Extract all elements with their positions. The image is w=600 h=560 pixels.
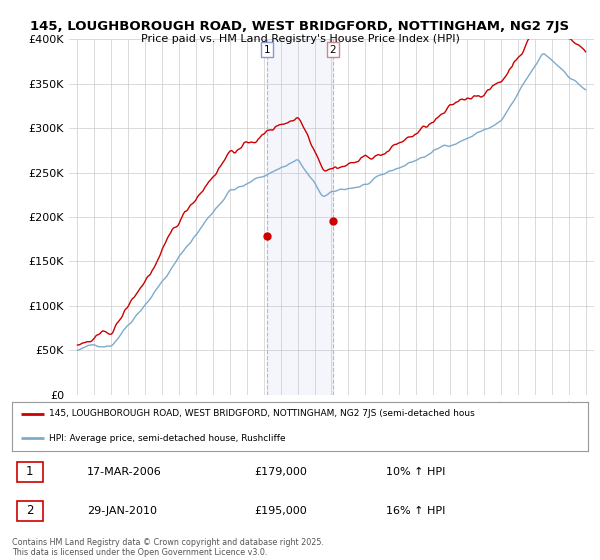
Text: 2: 2	[26, 505, 34, 517]
Text: £195,000: £195,000	[254, 506, 307, 516]
FancyBboxPatch shape	[17, 462, 43, 482]
Text: Contains HM Land Registry data © Crown copyright and database right 2025.
This d: Contains HM Land Registry data © Crown c…	[12, 538, 324, 557]
Text: 16% ↑ HPI: 16% ↑ HPI	[386, 506, 446, 516]
Text: 17-MAR-2006: 17-MAR-2006	[87, 467, 161, 477]
Text: HPI: Average price, semi-detached house, Rushcliffe: HPI: Average price, semi-detached house,…	[49, 434, 286, 443]
Text: 1: 1	[26, 465, 34, 478]
Text: Price paid vs. HM Land Registry's House Price Index (HPI): Price paid vs. HM Land Registry's House …	[140, 34, 460, 44]
Text: 145, LOUGHBOROUGH ROAD, WEST BRIDGFORD, NOTTINGHAM, NG2 7JS (semi-detached hous: 145, LOUGHBOROUGH ROAD, WEST BRIDGFORD, …	[49, 409, 475, 418]
Text: 29-JAN-2010: 29-JAN-2010	[87, 506, 157, 516]
Text: 2: 2	[329, 45, 336, 54]
Text: 10% ↑ HPI: 10% ↑ HPI	[386, 467, 446, 477]
Text: 1: 1	[264, 45, 271, 54]
Bar	[268, 39, 333, 395]
Text: £179,000: £179,000	[254, 467, 307, 477]
FancyBboxPatch shape	[17, 501, 43, 521]
Text: 145, LOUGHBOROUGH ROAD, WEST BRIDGFORD, NOTTINGHAM, NG2 7JS: 145, LOUGHBOROUGH ROAD, WEST BRIDGFORD, …	[31, 20, 569, 32]
